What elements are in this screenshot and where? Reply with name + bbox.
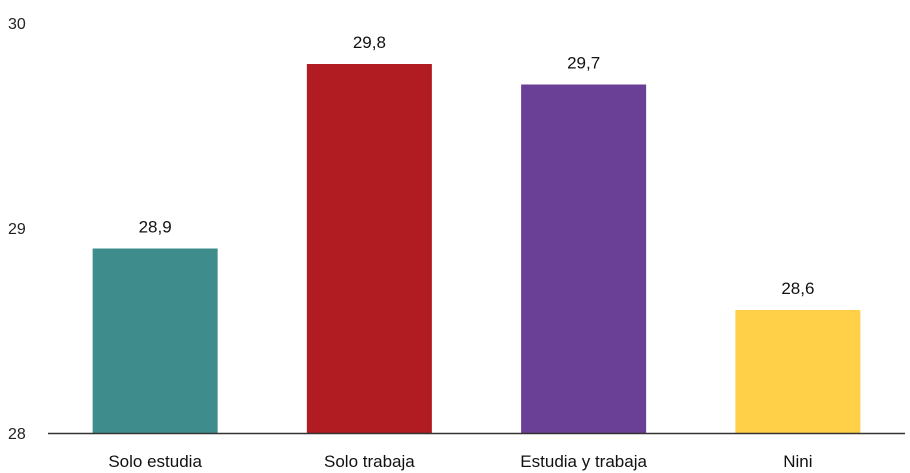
bar-solo-estudia — [92, 248, 218, 433]
category-label: Nini — [783, 452, 812, 471]
bar-value-label: 29,7 — [567, 54, 600, 73]
bars — [92, 64, 861, 433]
y-tick-label: 30 — [8, 16, 26, 33]
bar-estudia-y-trabaja — [521, 84, 647, 433]
y-tick-label: 29 — [8, 221, 26, 238]
y-tick-label: 28 — [8, 426, 26, 443]
category-label: Solo estudia — [108, 452, 202, 471]
bar-value-label: 28,6 — [781, 279, 814, 298]
category-label: Estudia y trabaja — [520, 452, 647, 471]
bar-solo-trabaja — [306, 64, 432, 433]
data-labels: 28,9 29,8 29,7 28,6 — [139, 33, 815, 298]
bar-value-label: 28,9 — [139, 218, 172, 237]
x-axis-labels: Solo estudia Solo trabaja Estudia y trabaj… — [108, 452, 812, 471]
y-axis-ticks: 28 29 30 — [8, 16, 26, 443]
bar-value-label: 29,8 — [353, 33, 386, 52]
category-label: Solo trabaja — [324, 452, 415, 471]
bar-nini — [735, 310, 861, 433]
